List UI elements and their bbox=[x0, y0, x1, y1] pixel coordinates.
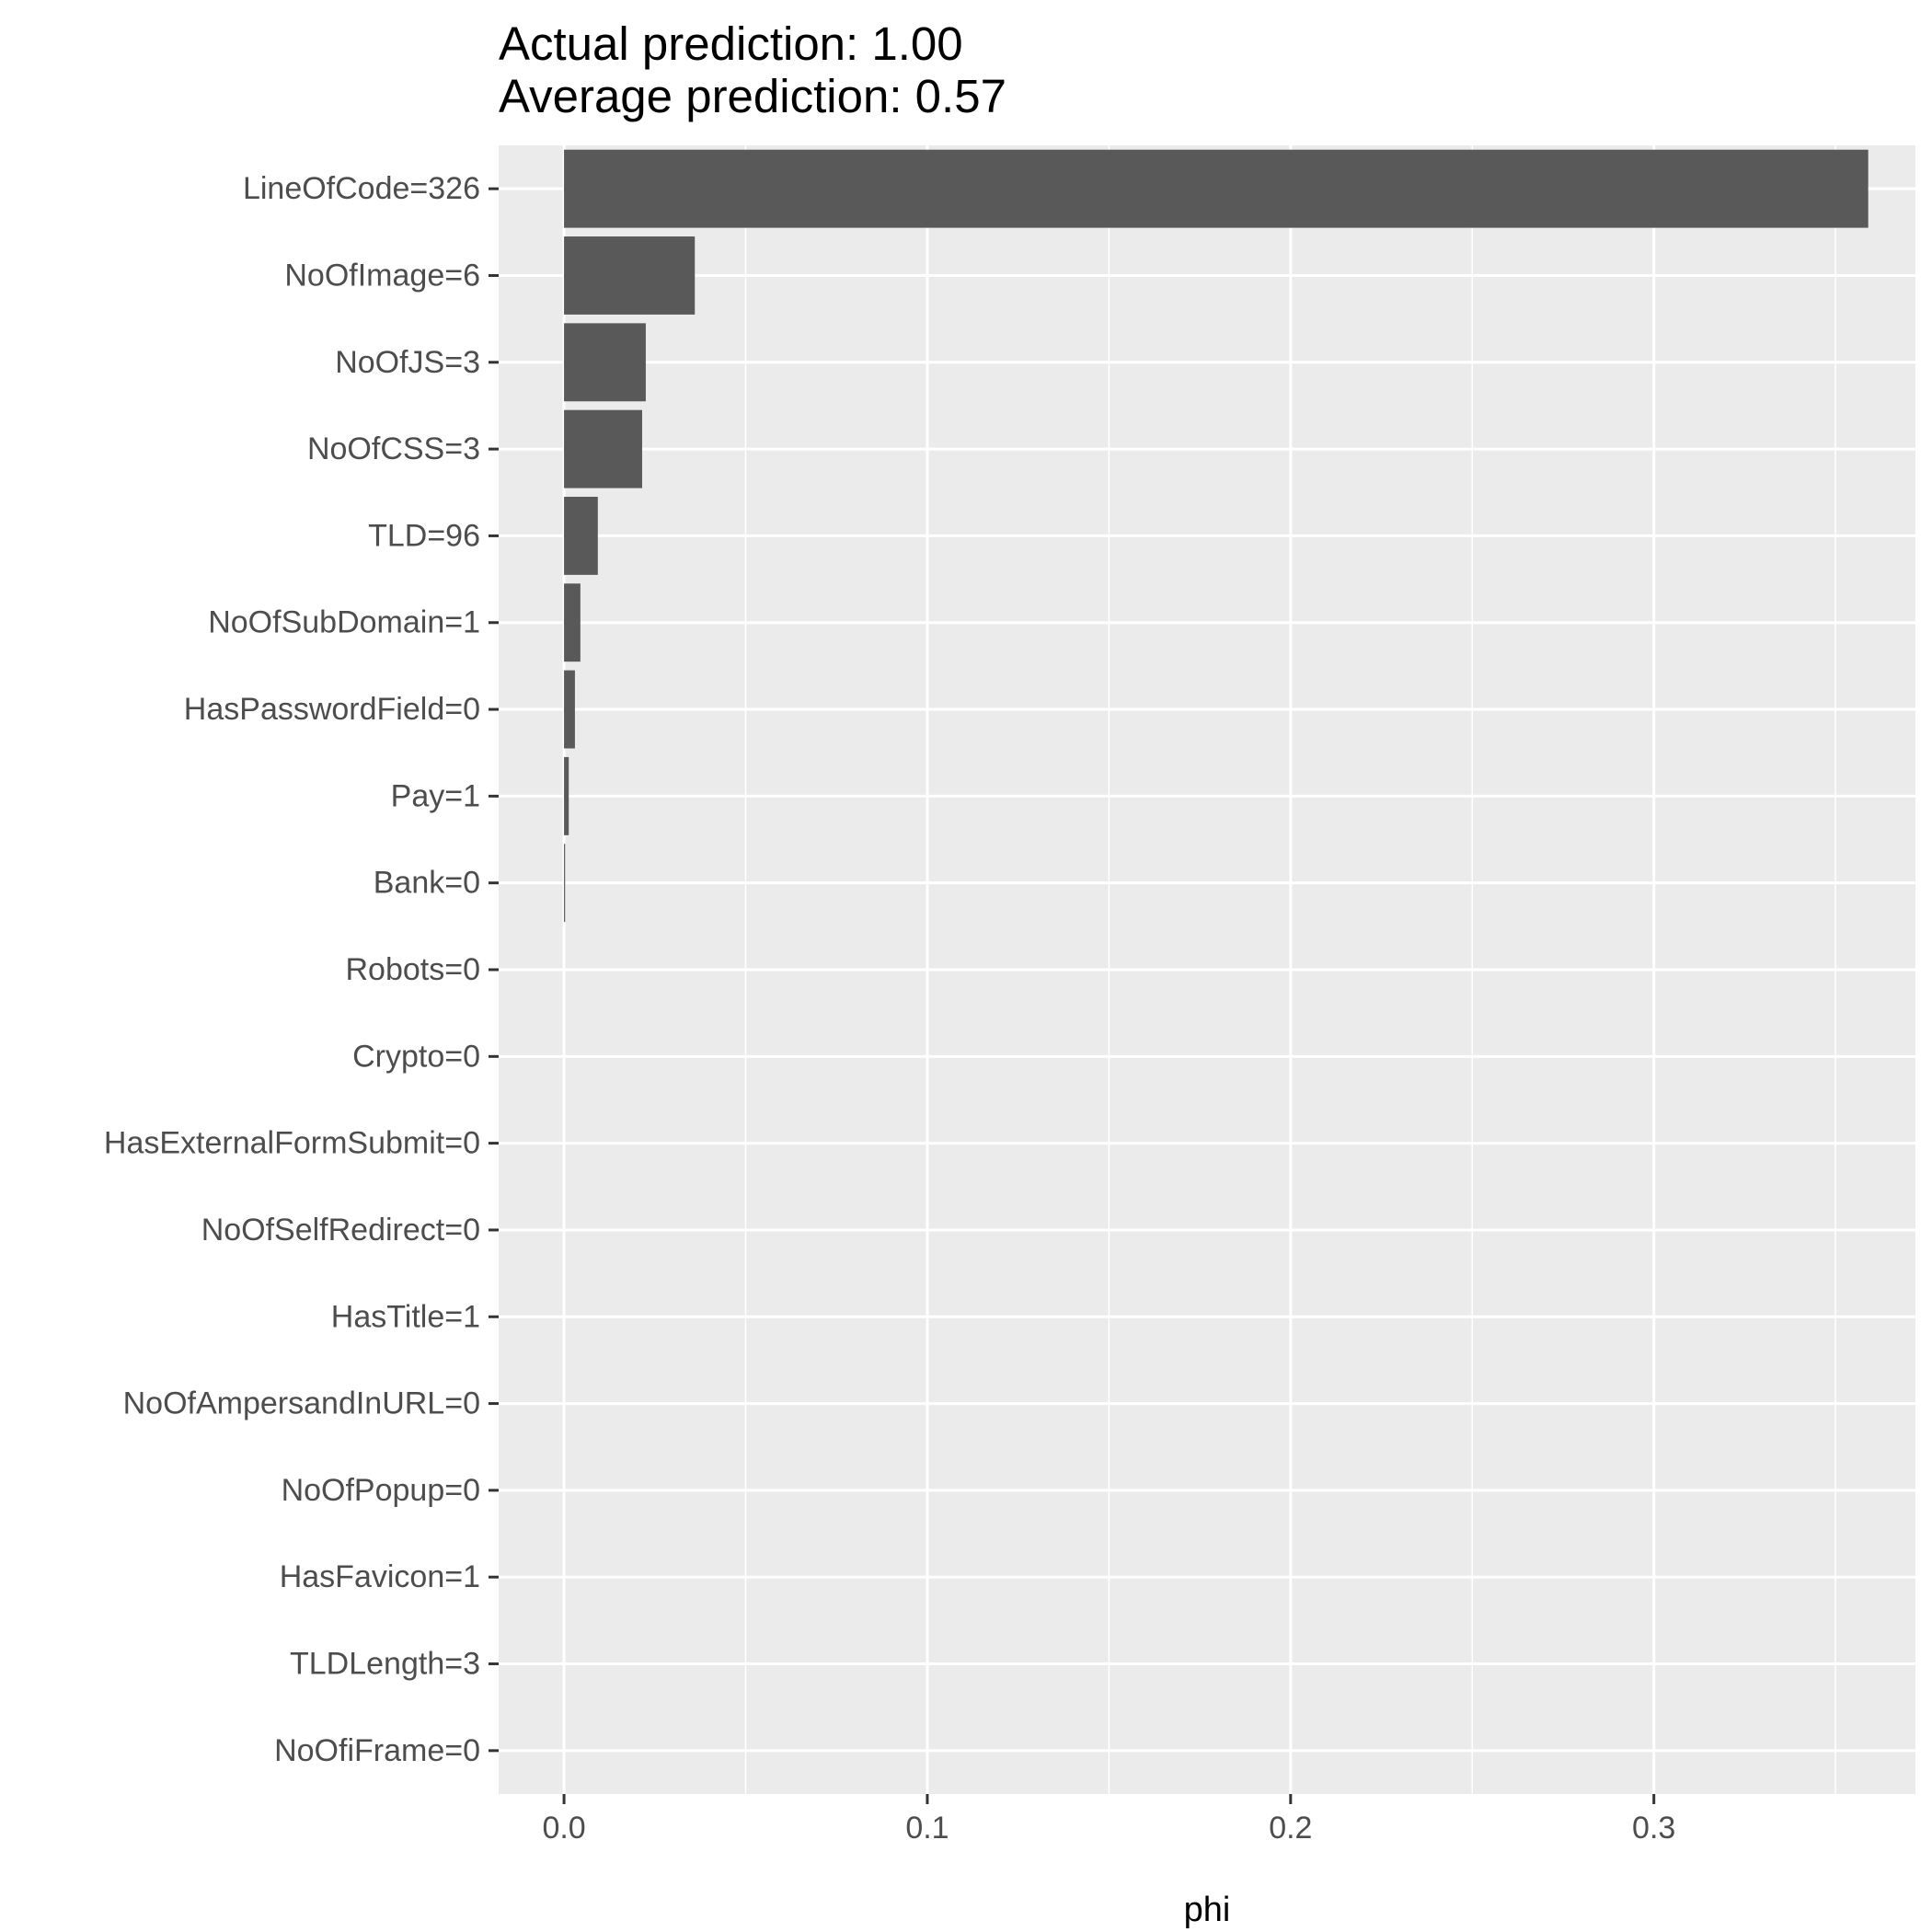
x-tick-label: 0.1 bbox=[905, 1811, 949, 1846]
y-tick-label: NoOfiFrame=0 bbox=[274, 1733, 480, 1768]
x-tick-label: 0.0 bbox=[542, 1811, 585, 1846]
bar bbox=[564, 323, 646, 402]
y-tick-label: Crypto=0 bbox=[352, 1039, 480, 1074]
y-tick-label: TLD=96 bbox=[368, 518, 480, 553]
y-tick-label: NoOfSelfRedirect=0 bbox=[201, 1213, 480, 1248]
bar bbox=[564, 583, 581, 662]
y-tick-label: NoOfAmpersandInURL=0 bbox=[123, 1386, 480, 1421]
bar bbox=[564, 236, 696, 315]
bar bbox=[564, 756, 569, 835]
y-tick-label: NoOfPopup=0 bbox=[282, 1473, 480, 1508]
y-tick-label: HasExternalFormSubmit=0 bbox=[104, 1126, 480, 1161]
y-tick-label: NoOfSubDomain=1 bbox=[208, 605, 480, 640]
x-axis-label: phi bbox=[1184, 1891, 1231, 1929]
chart-title-line-2: Average prediction: 0.57 bbox=[499, 70, 1006, 122]
y-tick-label: Pay=1 bbox=[391, 778, 480, 813]
x-tick-label: 0.2 bbox=[1269, 1811, 1312, 1846]
bar bbox=[564, 496, 598, 575]
bar bbox=[564, 149, 1869, 228]
x-axis: 0.0 0.1 0.2 0.3 bbox=[542, 1794, 1675, 1846]
x-tick-label: 0.3 bbox=[1632, 1811, 1675, 1846]
y-tick-label: HasTitle=1 bbox=[331, 1299, 480, 1334]
y-tick-label: Robots=0 bbox=[346, 952, 481, 987]
y-tick-label: Bank=0 bbox=[374, 866, 480, 901]
bar bbox=[564, 409, 642, 489]
bars bbox=[564, 149, 1869, 923]
bar bbox=[564, 844, 566, 923]
y-tick-label: TLDLength=3 bbox=[290, 1647, 480, 1682]
y-tick-label: NoOfJS=3 bbox=[335, 345, 480, 380]
y-tick-label: NoOfImage=6 bbox=[284, 258, 480, 293]
y-axis: LineOfCode=326 NoOfImage=6 NoOfJS=3 NoOfCSS… bbox=[104, 171, 499, 1768]
chart-title-line-1: Actual prediction: 1.00 bbox=[499, 17, 963, 70]
bar bbox=[564, 670, 575, 749]
y-tick-label: LineOfCode=326 bbox=[243, 171, 480, 206]
y-tick-label: NoOfCSS=3 bbox=[307, 431, 480, 466]
y-tick-label: HasFavicon=1 bbox=[280, 1559, 480, 1594]
y-tick-label: HasPasswordField=0 bbox=[184, 692, 480, 727]
